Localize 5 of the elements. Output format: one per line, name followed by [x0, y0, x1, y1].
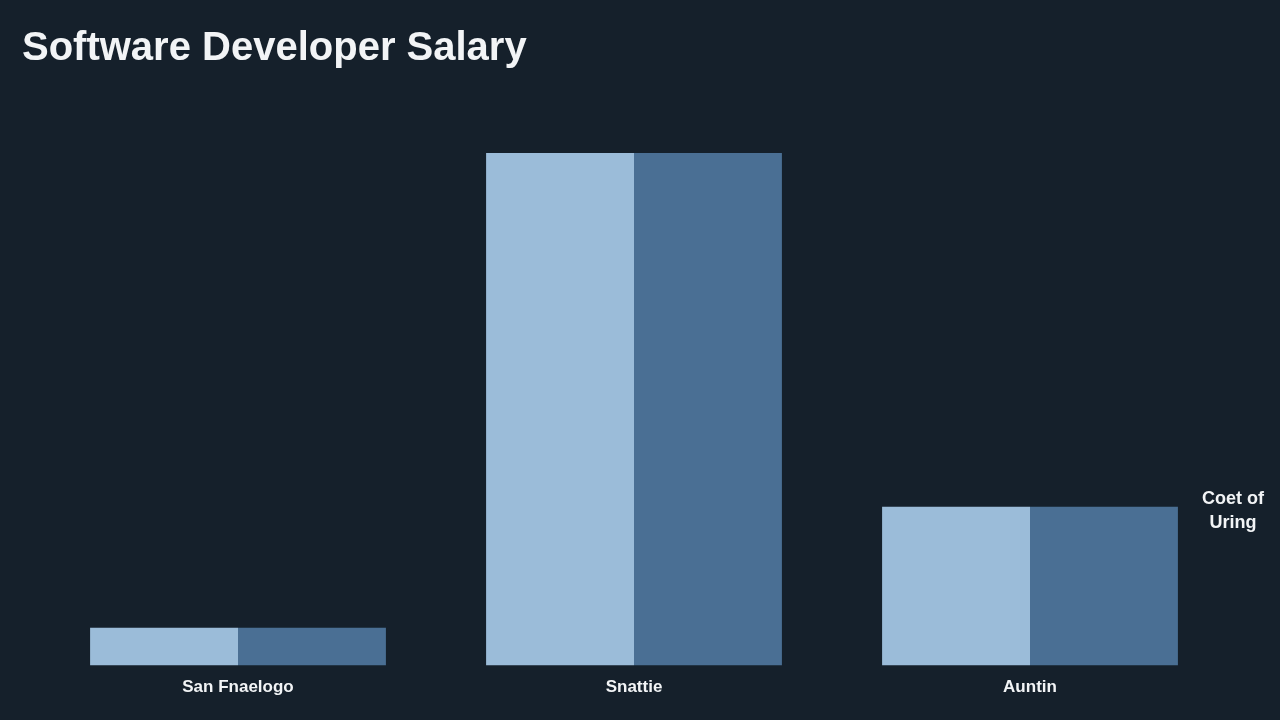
chart-title: Software Developer Salary: [22, 24, 527, 69]
x-tick-label: San Fnaelogo: [182, 677, 294, 697]
x-tick-label: Auntin: [1003, 677, 1057, 697]
series-label: Coet of Uring: [1201, 487, 1265, 532]
x-tick-label: Snattie: [605, 677, 663, 697]
